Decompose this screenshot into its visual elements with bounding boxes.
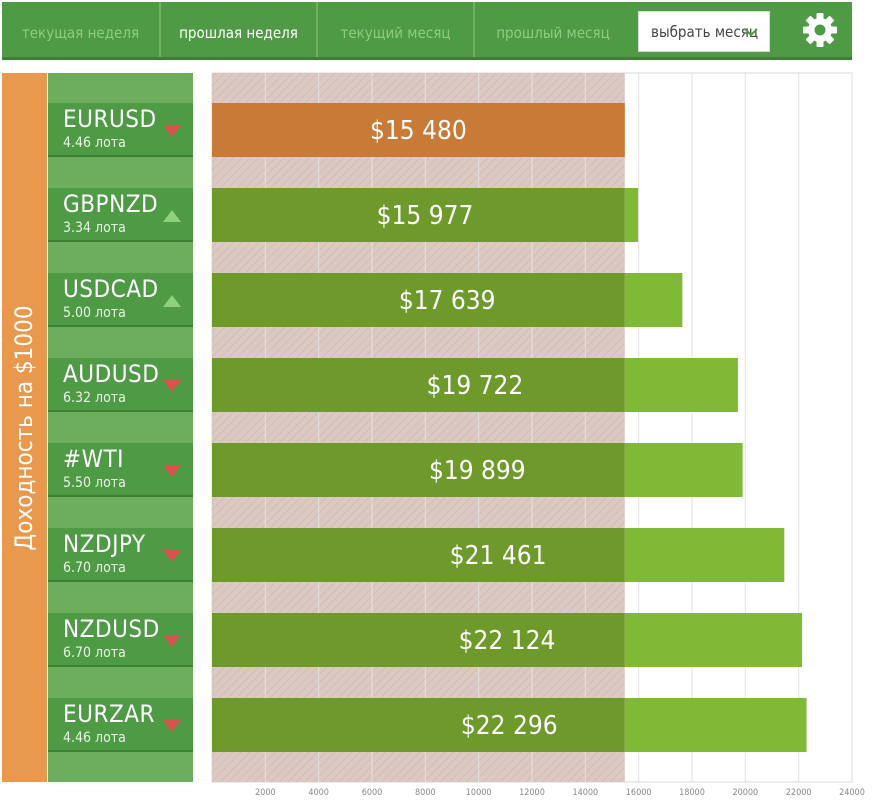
bar-extension <box>624 698 807 752</box>
data-label: $15 977 <box>377 201 474 231</box>
x-tick-label: 6000 <box>362 788 383 798</box>
bar <box>212 613 625 667</box>
trend-down-icon <box>163 720 181 732</box>
bar <box>212 528 625 582</box>
instrument-row[interactable]: GBPNZD 3.34 лота <box>48 188 193 242</box>
instrument-row[interactable]: NZDJPY 6.70 лота <box>48 528 193 582</box>
x-tick-label: 24000 <box>839 788 865 798</box>
instrument-row[interactable]: EURZAR 4.46 лота <box>48 698 193 752</box>
tab-current-week[interactable]: текущая неделя <box>21 24 140 42</box>
instrument-row[interactable]: NZDUSD 6.70 лота <box>48 613 193 667</box>
data-label: $15 480 <box>370 116 467 146</box>
bar <box>212 273 625 327</box>
trend-up-icon <box>163 295 181 307</box>
data-label: $21 461 <box>450 541 547 571</box>
instrument-symbol: USDCAD <box>63 275 159 303</box>
instrument-symbol: GBPNZD <box>63 190 159 218</box>
instrument-lots: 5.00 лота <box>63 305 126 321</box>
bar-extension <box>624 528 785 582</box>
instrument-symbol: #WTI <box>63 445 124 473</box>
x-tick-label: 16000 <box>626 788 652 798</box>
month-select-value: выбрать месяц <box>651 23 759 41</box>
bar <box>212 358 625 412</box>
trend-down-icon <box>163 125 181 137</box>
bar <box>212 103 625 157</box>
bar <box>212 443 625 497</box>
instrument-lots: 5.50 лота <box>63 475 126 491</box>
trend-down-icon <box>163 465 181 477</box>
instrument-row[interactable]: EURUSD 4.46 лота <box>48 103 193 157</box>
trend-down-icon <box>163 380 181 392</box>
x-tick-label: 12000 <box>519 788 545 798</box>
month-select[interactable]: выбрать месяц <box>638 11 770 52</box>
bar <box>212 188 625 242</box>
instrument-row[interactable]: USDCAD 5.00 лота <box>48 273 193 327</box>
x-tick-label: 8000 <box>415 788 436 798</box>
x-tick-label: 14000 <box>572 788 598 798</box>
bar-extension <box>624 613 802 667</box>
trend-up-icon <box>163 210 181 222</box>
instrument-symbol: EURUSD <box>63 105 157 133</box>
instrument-lots: 6.70 лота <box>63 645 126 661</box>
x-tick-label: 4000 <box>308 788 329 798</box>
tab-current-month[interactable]: текущий месяц <box>316 2 473 57</box>
instrument-symbol: EURZAR <box>63 700 156 728</box>
instrument-lots: 4.46 лота <box>63 730 126 746</box>
period-tab-bar: текущая неделя прошлая неделя текущий ме… <box>2 2 852 60</box>
chevron-down-icon <box>744 28 758 37</box>
bar-extension <box>624 443 743 497</box>
data-label: $19 722 <box>427 371 524 401</box>
gear-icon[interactable] <box>802 12 838 48</box>
trend-down-icon <box>163 550 181 562</box>
bar <box>212 698 625 752</box>
instrument-lots: 6.32 лота <box>63 390 126 406</box>
data-label: $19 899 <box>429 456 526 486</box>
trend-down-icon <box>163 635 181 647</box>
tab-last-week[interactable]: прошлая неделя <box>159 2 316 57</box>
side-label-strip <box>2 73 47 782</box>
x-tick-label: 2000 <box>255 788 276 798</box>
x-tick-label: 18000 <box>679 788 705 798</box>
instrument-symbol: NZDJPY <box>63 530 146 558</box>
data-label: $17 639 <box>399 286 496 316</box>
instrument-list: EURUSD 4.46 лота GBPNZD 3.34 лота USDCAD… <box>48 73 193 782</box>
x-tick-label: 20000 <box>732 788 758 798</box>
x-tick-label: 22000 <box>786 788 812 798</box>
instrument-lots: 6.70 лота <box>63 560 126 576</box>
instrument-lots: 4.46 лота <box>63 135 126 151</box>
x-tick-label: 10000 <box>466 788 492 798</box>
tab-last-month[interactable]: прошлый месяц <box>473 2 631 57</box>
bar-extension <box>624 358 738 412</box>
instrument-symbol: AUDUSD <box>63 360 160 388</box>
instrument-symbol: NZDUSD <box>63 615 160 643</box>
data-label: $22 296 <box>461 711 558 741</box>
bar-extension <box>624 188 639 242</box>
instrument-lots: 3.34 лота <box>63 220 126 236</box>
data-label: $22 124 <box>459 626 556 656</box>
baseline-band <box>212 73 625 782</box>
bar-extension <box>624 273 683 327</box>
instrument-row[interactable]: #WTI 5.50 лота <box>48 443 193 497</box>
instrument-row[interactable]: AUDUSD 6.32 лота <box>48 358 193 412</box>
